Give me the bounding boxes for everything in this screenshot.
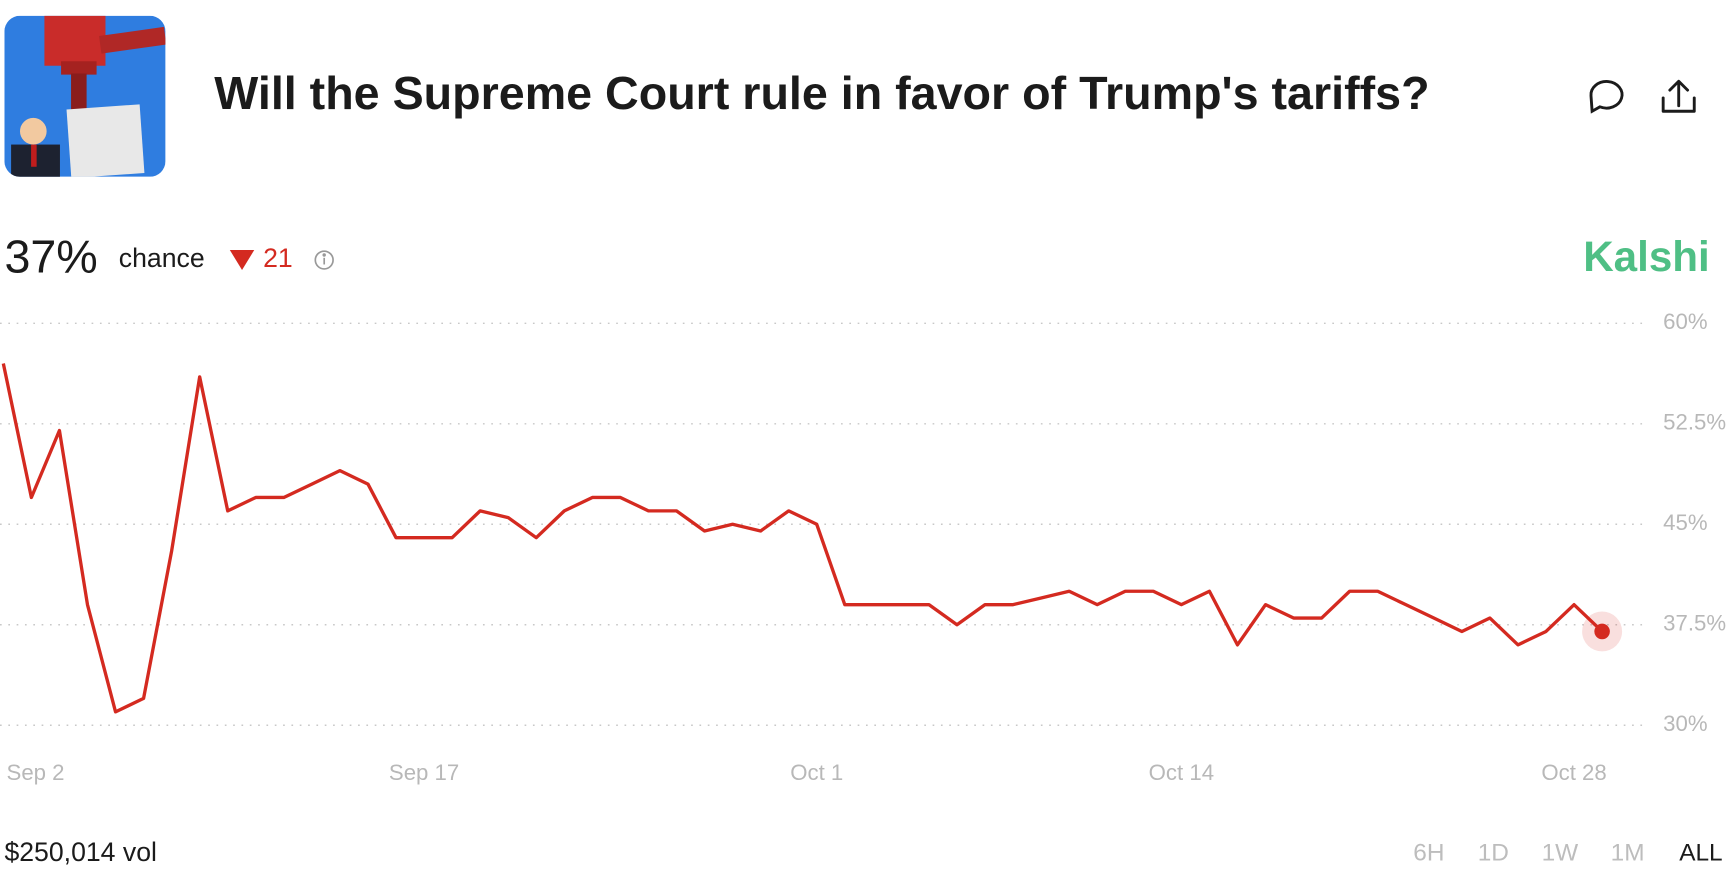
info-icon[interactable] [314, 250, 334, 270]
x-tick-label: Oct 1 [790, 760, 843, 785]
comment-button[interactable] [1589, 80, 1624, 114]
x-tick-label: Sep 2 [7, 760, 65, 785]
price-line [1, 363, 1604, 714]
change-value: 21 [263, 243, 293, 273]
range-button[interactable]: 1D [1478, 839, 1509, 866]
last-point [1594, 623, 1610, 640]
brand-logo[interactable]: Kalshi [1583, 233, 1710, 280]
y-tick-label: 60% [1663, 309, 1707, 334]
volume: $250,014 vol [4, 837, 156, 867]
x-tick-label: Oct 28 [1541, 760, 1606, 785]
y-tick-label: 52.5% [1663, 410, 1726, 435]
y-tick-label: 37.5% [1663, 611, 1726, 636]
market-image [4, 15, 166, 177]
market-title: Will the Supreme Court rule in favor of … [214, 67, 1429, 119]
price-chart: 30% 37.5% 45% 52.5% 60% Sep 2 Sep 17 Oct 1 Oct 1… [0, 309, 1726, 785]
range-button[interactable]: 1W [1542, 839, 1579, 866]
y-tick-label: 30% [1663, 711, 1707, 736]
x-tick-label: Sep 17 [389, 760, 459, 785]
range-button[interactable]: 6H [1413, 839, 1444, 866]
x-tick-label: Oct 14 [1149, 760, 1214, 785]
chance-label: chance [119, 243, 205, 273]
y-tick-label: 45% [1663, 510, 1707, 535]
range-button[interactable]: 1M [1611, 839, 1645, 866]
range-selector: 6H 1D 1W 1M ALL [1413, 839, 1722, 866]
change-down-icon [229, 250, 255, 271]
share-button[interactable] [1661, 79, 1696, 113]
range-button[interactable]: ALL [1679, 839, 1722, 866]
chance-value: 37% [4, 230, 97, 282]
